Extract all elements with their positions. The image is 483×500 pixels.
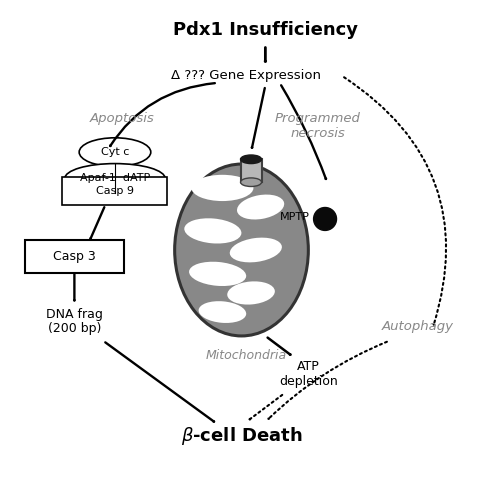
Text: Programmed
necrosis: Programmed necrosis — [275, 112, 361, 140]
FancyArrowPatch shape — [269, 342, 387, 419]
Ellipse shape — [227, 282, 275, 304]
Ellipse shape — [191, 175, 254, 201]
Text: Mitochondria: Mitochondria — [206, 348, 287, 362]
Ellipse shape — [79, 138, 151, 166]
Text: MPTP: MPTP — [280, 212, 310, 222]
Text: Apaf-1  dATP: Apaf-1 dATP — [80, 174, 150, 184]
Text: Autophagy: Autophagy — [382, 320, 454, 333]
FancyArrowPatch shape — [252, 88, 265, 148]
Text: $\beta$-cell Death: $\beta$-cell Death — [181, 425, 302, 447]
Ellipse shape — [189, 262, 246, 286]
Ellipse shape — [65, 164, 165, 193]
Text: Cyt c: Cyt c — [101, 147, 129, 157]
FancyArrowPatch shape — [90, 207, 104, 239]
FancyArrowPatch shape — [105, 342, 214, 421]
Ellipse shape — [230, 238, 282, 262]
Text: depletion: depletion — [279, 375, 338, 388]
Text: Apoptosis: Apoptosis — [90, 112, 155, 125]
Text: Pdx1 Insufficiency: Pdx1 Insufficiency — [173, 22, 358, 40]
FancyBboxPatch shape — [25, 240, 124, 273]
Text: Δ ??? Gene Expression: Δ ??? Gene Expression — [171, 69, 321, 82]
FancyArrowPatch shape — [265, 48, 266, 62]
Ellipse shape — [185, 218, 242, 244]
Ellipse shape — [237, 194, 284, 220]
Text: (200 bp): (200 bp) — [48, 322, 101, 336]
Bar — [241, 160, 262, 182]
Circle shape — [313, 208, 337, 231]
FancyArrowPatch shape — [281, 86, 326, 179]
Ellipse shape — [199, 301, 246, 323]
Text: ATP: ATP — [297, 360, 320, 374]
Ellipse shape — [241, 155, 262, 164]
FancyArrowPatch shape — [344, 78, 446, 324]
FancyArrowPatch shape — [268, 338, 290, 355]
Text: DNA frag: DNA frag — [46, 308, 103, 321]
Text: Casp 9: Casp 9 — [96, 186, 134, 196]
Text: Casp 3: Casp 3 — [53, 250, 96, 263]
Ellipse shape — [175, 164, 308, 336]
FancyArrowPatch shape — [74, 274, 75, 300]
FancyArrowPatch shape — [250, 395, 282, 419]
FancyBboxPatch shape — [62, 177, 168, 204]
Ellipse shape — [241, 178, 262, 186]
FancyArrowPatch shape — [110, 83, 215, 146]
